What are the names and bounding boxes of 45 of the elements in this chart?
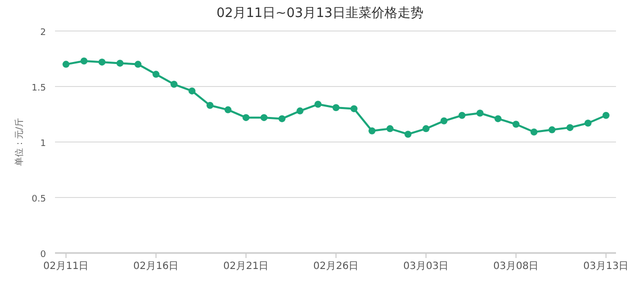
x-tick-label: 02月11日	[43, 261, 89, 272]
point	[422, 125, 430, 132]
point	[242, 114, 250, 122]
x-tick-label: 02月16日	[133, 261, 179, 272]
chart-title: 02月11日~03月13日韭菜价格走势	[216, 6, 424, 21]
point	[260, 114, 268, 122]
x-tick-label: 03月13日	[583, 261, 629, 272]
point	[404, 130, 412, 138]
point	[170, 80, 178, 88]
point	[62, 60, 70, 68]
point	[494, 115, 502, 122]
point	[332, 104, 340, 112]
x-tick-label: 03月03日	[403, 261, 449, 272]
point	[134, 60, 142, 68]
x-tick-label: 03月08日	[493, 261, 539, 272]
point	[224, 106, 232, 114]
point	[152, 70, 160, 78]
point	[530, 128, 538, 136]
point	[476, 110, 484, 117]
point	[584, 120, 592, 127]
x-tick-label: 02月26日	[313, 261, 359, 272]
point	[350, 105, 358, 112]
point	[458, 112, 466, 119]
y-tick-label: 1.5	[32, 84, 46, 94]
point	[80, 57, 88, 64]
x-tick-label: 02月21日	[223, 261, 269, 272]
point	[188, 87, 196, 94]
point	[386, 125, 394, 132]
point	[206, 102, 214, 109]
point	[98, 58, 106, 66]
point	[368, 127, 376, 134]
point	[440, 117, 448, 124]
y-tick-label: 0.5	[32, 194, 46, 204]
point	[278, 115, 286, 122]
point	[116, 60, 124, 67]
point	[314, 100, 322, 108]
y-tick-label: 0	[40, 250, 46, 260]
point	[512, 120, 520, 128]
y-tick-label: 1	[40, 139, 46, 149]
point	[566, 124, 574, 132]
point	[602, 112, 610, 119]
y-tick-label: 2	[40, 28, 46, 38]
point	[296, 107, 304, 114]
y-axis-title: 单位：元/斤	[14, 118, 25, 166]
point	[548, 126, 556, 134]
